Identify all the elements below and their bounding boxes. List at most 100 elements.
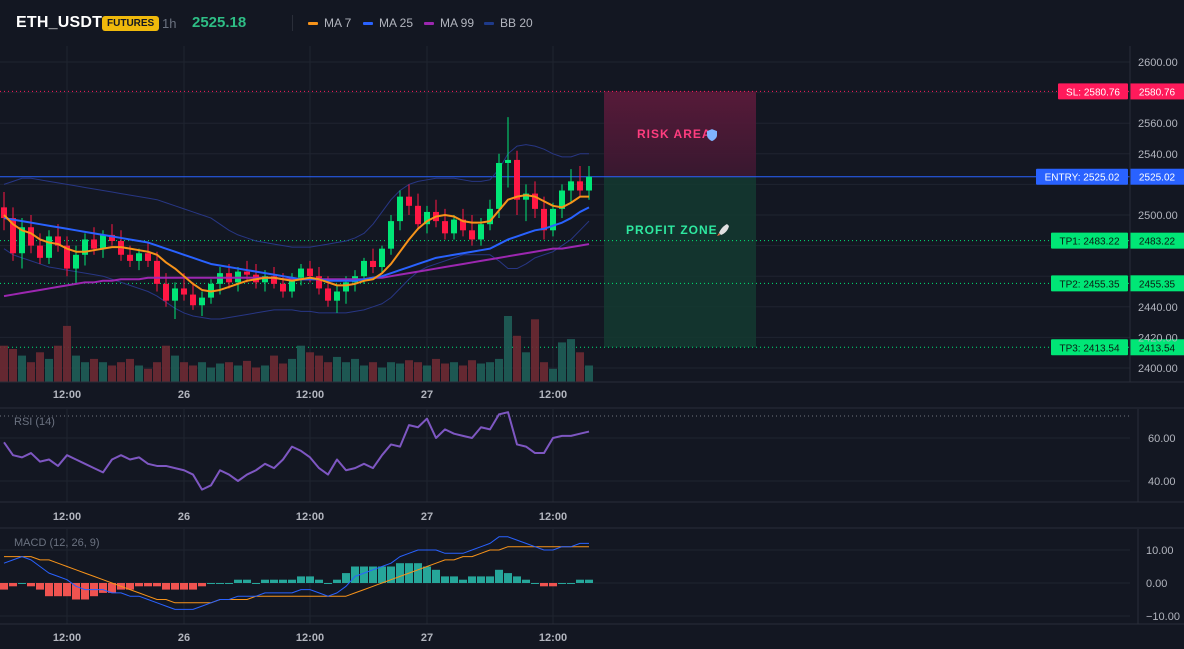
candle-body: [262, 276, 268, 283]
candle[interactable]: [406, 184, 412, 215]
candle[interactable]: [577, 166, 583, 197]
macd-histogram-bar: [486, 576, 494, 583]
candle[interactable]: [487, 199, 493, 231]
candle[interactable]: [253, 263, 259, 289]
macd-histogram-bar: [450, 576, 458, 583]
volume-bar: [432, 358, 440, 382]
candle[interactable]: [397, 190, 403, 231]
tp-price-box: [1130, 275, 1184, 292]
candle-body: [343, 282, 349, 292]
volume-bar: [252, 367, 260, 382]
candle[interactable]: [172, 282, 178, 320]
time-tick-label: 12:00: [53, 632, 81, 644]
level-entry: ENTRY: 2525.02 2525.02: [0, 168, 1184, 185]
tp-price-text: 2413.54: [1139, 343, 1176, 354]
rocket-flame: [717, 233, 720, 237]
macd-histogram-bar: [387, 566, 395, 583]
candle[interactable]: [460, 208, 466, 237]
candle[interactable]: [55, 224, 61, 252]
entry-price-text: 2525.02: [1139, 173, 1176, 184]
candle[interactable]: [541, 196, 547, 240]
candle[interactable]: [496, 153, 502, 219]
candle[interactable]: [415, 193, 421, 231]
candle[interactable]: [109, 224, 115, 246]
candle[interactable]: [550, 202, 556, 237]
candle[interactable]: [1, 192, 7, 231]
candle[interactable]: [334, 285, 340, 313]
candle[interactable]: [505, 117, 511, 188]
price-tick-label: 2540.00: [1138, 149, 1178, 161]
candle[interactable]: [163, 273, 169, 307]
candle[interactable]: [424, 205, 430, 234]
macd-histogram-bar: [270, 579, 278, 583]
candle[interactable]: [514, 150, 520, 215]
macd-histogram-bar: [468, 576, 476, 583]
candle[interactable]: [559, 184, 565, 219]
candle-body: [154, 260, 160, 284]
candle[interactable]: [190, 282, 196, 310]
volume-bar: [324, 362, 332, 382]
candle[interactable]: [244, 260, 250, 283]
legend-ma25[interactable]: MA 25: [363, 16, 413, 30]
candle[interactable]: [532, 181, 538, 219]
candle[interactable]: [451, 215, 457, 240]
volume-series: [0, 316, 593, 382]
macd-pane[interactable]: MACD (12, 26, 9) −10.00 0.00 10.00: [0, 529, 1180, 624]
candle[interactable]: [586, 166, 592, 200]
time-tick-label: 12:00: [296, 389, 324, 401]
macd-histogram-bar: [9, 583, 17, 587]
candle[interactable]: [433, 199, 439, 228]
macd-histogram-bar: [36, 583, 44, 590]
price-axis[interactable]: 2400.00 2420.00 2440.00 2500.00 2540.00 2560.…: [1129, 46, 1178, 382]
volume-bar: [513, 335, 521, 382]
candle[interactable]: [388, 215, 394, 255]
candle[interactable]: [46, 230, 52, 264]
candle-body: [505, 159, 511, 163]
tp-price-box: [1130, 339, 1184, 356]
legend-ma7[interactable]: MA 7: [308, 16, 351, 30]
candle[interactable]: [469, 215, 475, 246]
macd-histogram-bar: [414, 563, 422, 583]
main-pane[interactable]: RISK AREA PROFIT ZONE SL: 2580.76 2580.76 EN…: [0, 46, 1184, 382]
candle[interactable]: [235, 267, 241, 292]
volume-bar: [180, 362, 188, 382]
candle[interactable]: [82, 233, 88, 266]
interval-selector[interactable]: 1h: [162, 16, 177, 31]
time-axis-rsi: 12:00 26 12:00 27 12:00: [53, 511, 567, 523]
macd-tick-label: −10.00: [1146, 611, 1180, 623]
symbol-name[interactable]: ETH_USDT: [16, 14, 103, 31]
volume-bar: [171, 355, 179, 382]
candle[interactable]: [199, 291, 205, 316]
candle[interactable]: [154, 251, 160, 292]
candle[interactable]: [118, 230, 124, 261]
candle-body: [325, 288, 331, 301]
candle[interactable]: [298, 263, 304, 286]
candle[interactable]: [568, 169, 574, 203]
legend-bb20[interactable]: BB 20: [484, 16, 533, 30]
rsi-pane[interactable]: RSI (14) 40.00 60.00: [0, 409, 1176, 502]
macd-histogram-bar: [342, 573, 350, 583]
candle[interactable]: [136, 248, 142, 271]
volume-bar: [351, 358, 359, 382]
macd-histogram-bar: [162, 583, 170, 590]
candle[interactable]: [10, 207, 16, 261]
legend-ma99[interactable]: MA 99: [424, 16, 474, 30]
candle[interactable]: [19, 218, 25, 269]
candle[interactable]: [442, 208, 448, 240]
legend-ma99-label: MA 99: [440, 16, 475, 30]
time-tick-label: 27: [421, 389, 433, 401]
candle[interactable]: [145, 242, 151, 268]
rsi-tick-label: 40.00: [1148, 476, 1176, 488]
candle[interactable]: [316, 267, 322, 295]
candle[interactable]: [370, 248, 376, 274]
macd-histogram-bar: [432, 569, 440, 583]
macd-histogram-bar: [360, 566, 368, 583]
candle[interactable]: [64, 236, 70, 277]
macd-histogram-bar: [171, 583, 179, 590]
candle[interactable]: [379, 245, 385, 274]
candle-body: [28, 227, 34, 246]
candle[interactable]: [280, 273, 286, 298]
candle[interactable]: [523, 184, 529, 222]
volume-bar: [504, 316, 512, 382]
